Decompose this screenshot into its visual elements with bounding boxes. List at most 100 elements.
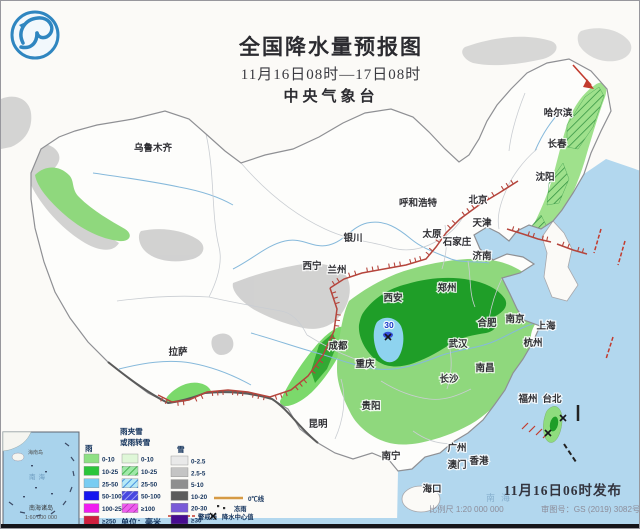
city-label: 广州 <box>447 442 466 454</box>
city-label: 太原 <box>422 228 442 240</box>
city-label: 西安 <box>383 292 403 304</box>
center-value-symbol <box>209 512 217 520</box>
legend-swatch <box>83 503 100 513</box>
city-label: 长沙 <box>439 373 459 385</box>
front-arrowhead <box>583 79 594 89</box>
city-label: 成都 <box>328 340 348 352</box>
city-label: 南京 <box>505 313 525 325</box>
legend-range-label: 5-10 <box>191 482 204 489</box>
legend-swatch <box>170 491 189 501</box>
front-line <box>329 180 519 289</box>
city-label: 西宁 <box>302 260 322 272</box>
approval-number: 审图号：GS (2019) 3082号 <box>541 504 640 514</box>
city-label: 南宁 <box>381 450 401 462</box>
legend-swatch-hatch <box>122 466 138 476</box>
city-label: 南昌 <box>475 362 494 374</box>
city-label: 长春 <box>547 138 567 150</box>
front-line-teeth <box>331 179 514 286</box>
front-line-teeth <box>511 226 549 242</box>
legend-swatch <box>121 453 139 464</box>
legend-swatch <box>170 455 189 466</box>
city-label: 银川 <box>343 232 362 244</box>
ocean <box>79 159 639 525</box>
city-label: 哈尔滨 <box>544 107 573 119</box>
legend-swatch <box>170 514 189 525</box>
legend-swatch <box>83 478 100 488</box>
city-label: 郑州 <box>437 282 456 294</box>
precip-center-mark <box>384 333 392 341</box>
legend-snow-title: 雪 <box>177 445 185 454</box>
legend-range-label: ≥100 <box>141 506 155 513</box>
center-value-label: 降水中心值 <box>222 512 254 521</box>
city-label: 福州 <box>517 393 537 405</box>
legend-sleet-title-1: 雨夹雪 <box>120 426 143 436</box>
legend-swatch <box>170 503 189 513</box>
city-label: 石家庄 <box>442 236 472 248</box>
legend-range-label: 2.5-5 <box>191 470 206 477</box>
legend-swatch <box>170 479 189 489</box>
map-title: 全国降水量预报图 <box>238 35 423 59</box>
city-label: 兰州 <box>327 264 346 276</box>
legend-range-label: 10-25 <box>141 469 158 476</box>
inset-islands-dots <box>23 465 53 498</box>
legend-unit: 单位：毫米 <box>121 517 162 527</box>
hainan-island <box>401 485 441 513</box>
sea-labels: 南海 <box>486 492 516 503</box>
precip-center-mark <box>544 429 552 437</box>
legend-sleet-title-2: 或雨转雪 <box>120 437 151 447</box>
map-header: 全国降水量预报图 11月16日08时—17日08时 中央气象台 <box>238 35 423 105</box>
city-label: 重庆 <box>355 358 375 370</box>
precip-center-marks <box>384 333 567 437</box>
sea-label: 南海 <box>486 492 516 503</box>
rain-area-west <box>35 167 130 242</box>
legend-swatch-hatch <box>122 478 138 488</box>
legend-range-label: 50-100 <box>102 494 122 501</box>
precipitation-areas <box>31 82 607 445</box>
inset-hainan <box>11 452 25 462</box>
city-label: 拉萨 <box>168 346 188 358</box>
warning-line-label: 警戒线 <box>198 512 218 521</box>
legend-swatch <box>83 453 100 464</box>
korea-peninsula <box>541 220 579 302</box>
city-label: 香港 <box>468 455 489 467</box>
legend-range-label: 0-2.5 <box>191 459 206 466</box>
city-label: 北京 <box>468 194 488 206</box>
front-line-teeth <box>561 241 585 253</box>
legend-range-label: 0-10 <box>102 457 115 464</box>
city-label: 台北 <box>542 393 562 405</box>
legend-rain-title: 雨 <box>85 444 93 453</box>
city-label: 呼和浩特 <box>399 197 438 209</box>
freezing-rain-symbol-2 <box>223 507 226 510</box>
map-period: 11月16日08时—17日08时 <box>241 66 421 83</box>
cma-logo <box>10 10 60 60</box>
legend-range-label: 0-10 <box>141 457 154 464</box>
legend-range-label: ≥250 <box>102 519 116 526</box>
rain-area-2550 <box>373 317 404 363</box>
inset-dash-line <box>8 442 75 517</box>
south-china-sea-inset: 海南岛 南海 南海诸岛 1:60 000 000 <box>2 431 80 526</box>
precip-annotations: 30 <box>383 319 395 331</box>
legend-swatch-hatch <box>122 503 138 513</box>
city-label: 昆明 <box>308 419 328 430</box>
city-label: 上海 <box>536 320 556 332</box>
legend-range-label: 25-50 <box>102 481 119 488</box>
legend-range-label: 10-25 <box>102 469 119 476</box>
city-label: 海口 <box>422 483 441 495</box>
issued-time: 11月16日06时发布 <box>504 482 622 498</box>
map-footer: 11月16日06时发布 比例尺 1:20 000 000 审图号：GS (201… <box>429 482 640 514</box>
city-label: 合肥 <box>477 317 497 329</box>
front-line-teeth <box>160 291 341 406</box>
map-scale: 比例尺 1:20 000 000 <box>429 504 504 514</box>
city-label: 贵阳 <box>361 400 380 412</box>
rivers <box>92 110 562 386</box>
legend-range-label: 100-250 <box>102 506 126 513</box>
legend-range-label: 10-20 <box>191 494 208 501</box>
typhoon-warning-line <box>563 443 577 463</box>
legend: 雨 雨夹雪 或雨转雪 雪 单位：毫米 0℃线 冻雨 警戒线 降水中心值 0-10… <box>83 426 265 527</box>
precip-value: 30 <box>384 320 394 330</box>
bottom-bar <box>1 524 639 528</box>
front-line <box>506 228 552 243</box>
